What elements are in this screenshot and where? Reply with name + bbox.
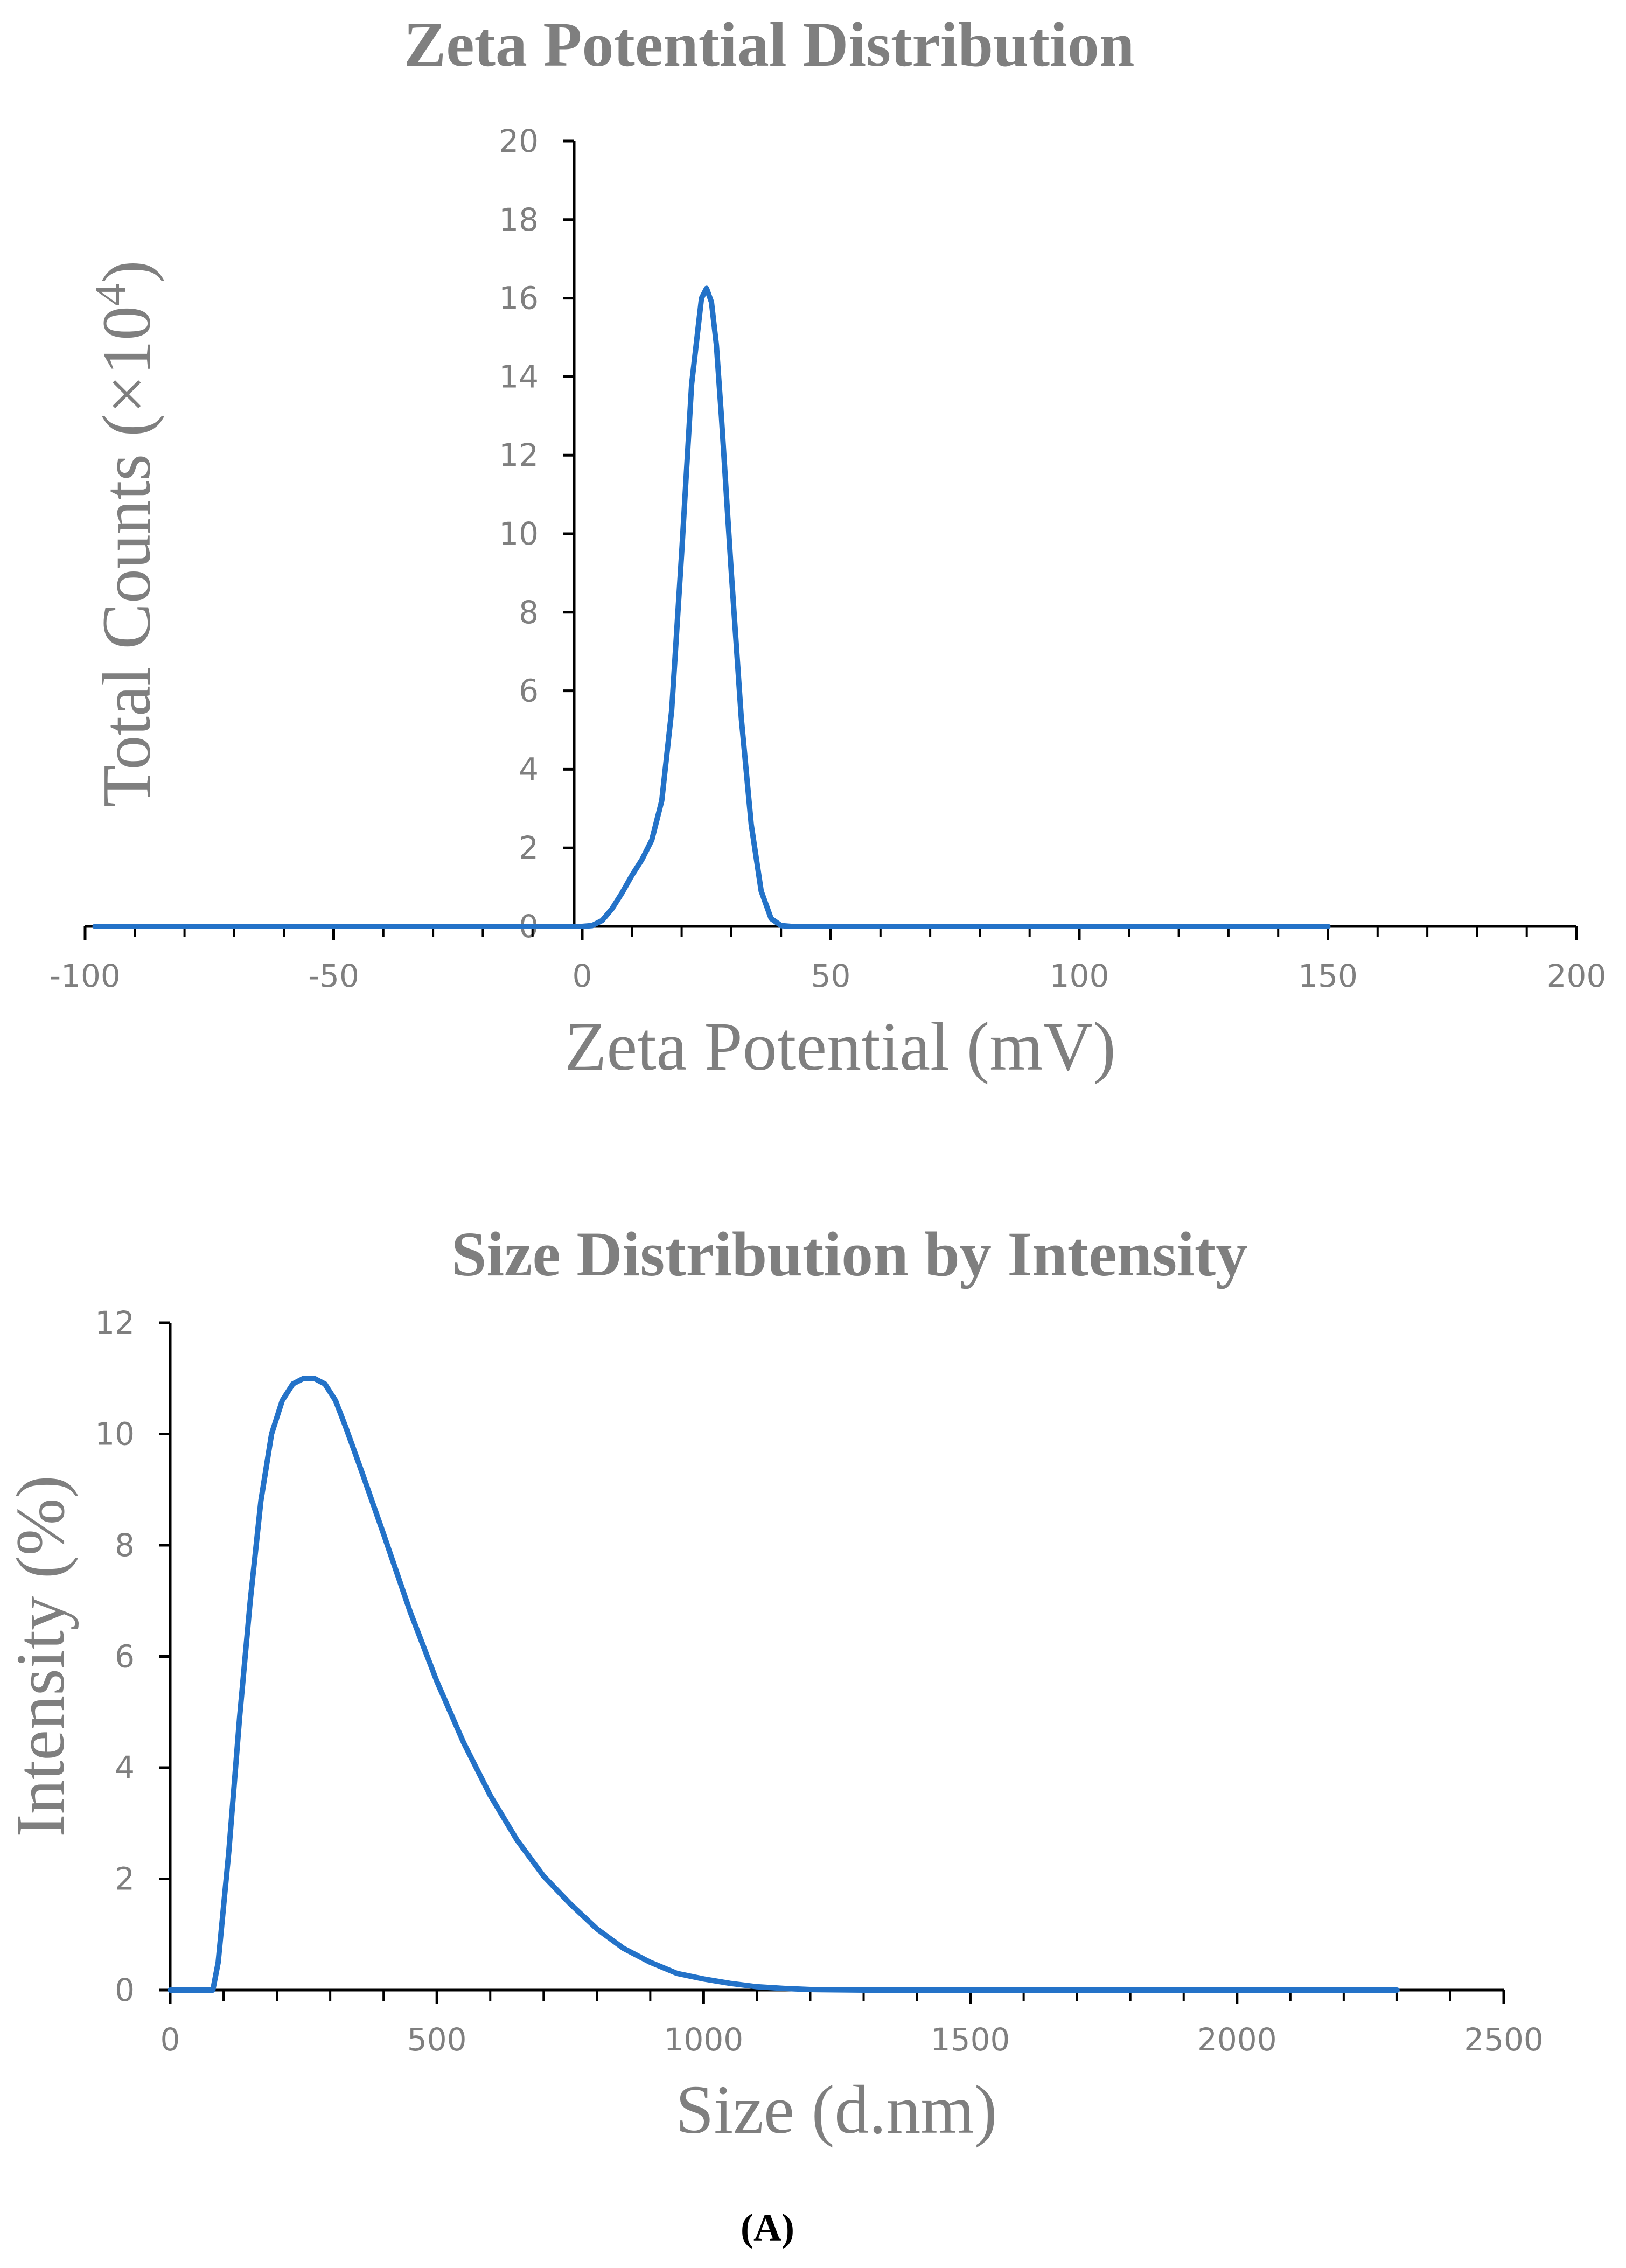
y-tick-label: 10 [499, 515, 539, 552]
series-line-intensity [168, 1376, 1400, 1993]
y-tick-label: 0 [115, 1972, 135, 2008]
tick-group: 0 2 4 6 8 10 12 0 500 1000 1500 2000 2500 [95, 1304, 1544, 2058]
y-tick-label: 10 [95, 1416, 135, 1453]
y-axis-title: Total Counts (×104) [86, 260, 165, 807]
y-tick-label: 6 [115, 1638, 135, 1675]
y-tick-label: 4 [115, 1749, 135, 1786]
x-axis-title: Size (d.nm) [675, 2071, 997, 2148]
x-tick-label: 1500 [931, 2021, 1010, 2058]
x-tick-label: -50 [308, 958, 359, 994]
x-tick-label: 150 [1298, 958, 1358, 994]
y-tick-label: 2 [519, 829, 539, 866]
x-tick-label: 2000 [1197, 2021, 1277, 2058]
y-tick-label: 4 [519, 751, 539, 787]
x-tick-label: 50 [811, 958, 851, 994]
y-tick-label: 14 [499, 358, 539, 395]
x-axis-title: Zeta Potential (mV) [564, 1008, 1116, 1085]
x-tick-label: 100 [1050, 958, 1109, 994]
chart-title: Size Distribution by Intensity [451, 1219, 1247, 1289]
x-tick-label: 1000 [664, 2021, 744, 2058]
x-tick-label: 0 [573, 958, 592, 994]
y-tick-label: 16 [499, 280, 539, 317]
x-tick-label: 0 [160, 2021, 180, 2058]
y-axis-title: Intensity (%) [2, 1475, 79, 1837]
x-tick-label: 2500 [1464, 2021, 1544, 2058]
y-tick-label: 2 [115, 1861, 135, 1897]
y-axis-title-close: ) [88, 260, 165, 283]
zeta-potential-chart: Zeta Potential Distribution 0 2 4 6 8 10 12 14 1… [50, 9, 1606, 1085]
x-tick-label: -100 [50, 958, 121, 994]
y-tick-label: 8 [115, 1527, 135, 1564]
y-tick-label: 8 [519, 594, 539, 631]
x-tick-label: 500 [407, 2021, 467, 2058]
series-line-zeta [92, 285, 1331, 929]
x-tick-label: 200 [1547, 958, 1607, 994]
y-tick-label: 6 [519, 673, 539, 709]
y-axis-title-main: Total Counts (×10 [88, 306, 165, 807]
y-axis-title-superscript: 4 [86, 283, 136, 306]
y-tick-label: 18 [499, 201, 539, 238]
y-tick-label: 12 [499, 437, 539, 473]
y-tick-label: 12 [95, 1304, 135, 1341]
y-tick-label: 20 [499, 123, 539, 159]
figure-label: (A) [741, 2206, 794, 2249]
size-distribution-chart: Size Distribution by Intensity 0 2 4 6 8 10 12… [2, 1219, 1544, 2148]
chart-title: Zeta Potential Distribution [404, 9, 1135, 80]
